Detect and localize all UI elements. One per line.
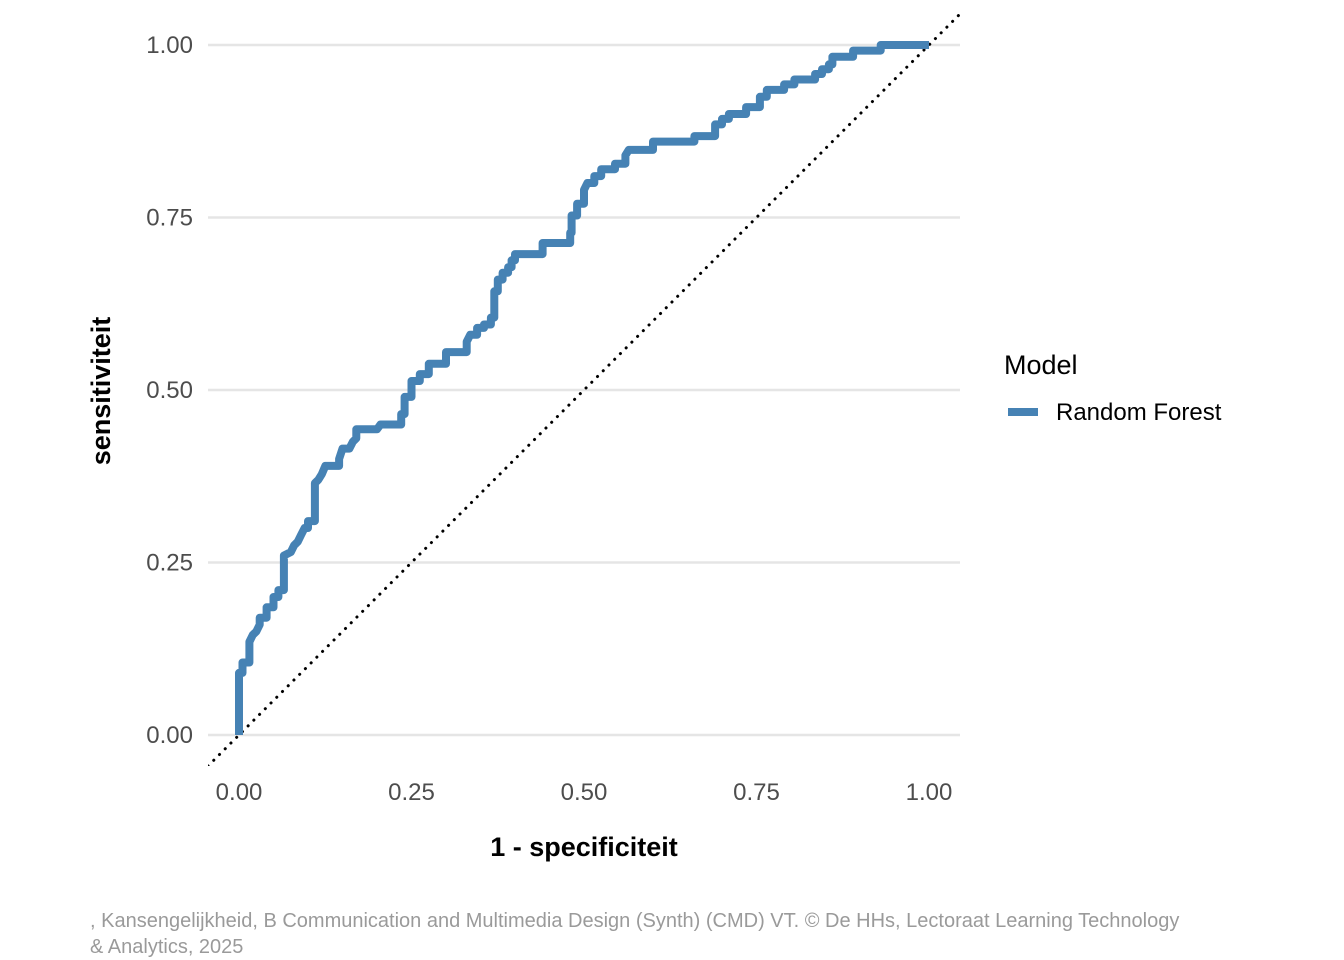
y-tick-label: 0.75 xyxy=(146,205,193,232)
legend: Model Random Forest xyxy=(1004,350,1222,426)
legend-label-random-forest: Random Forest xyxy=(1056,399,1222,426)
caption: , Kansengelijkheid, B Communication and … xyxy=(90,910,1180,958)
series-layer xyxy=(235,41,929,735)
x-tick-labels: 0.00 0.25 0.50 0.75 1.00 xyxy=(216,779,953,806)
x-tick-label: 0.00 xyxy=(216,779,263,806)
reference-diagonal xyxy=(208,14,960,766)
y-tick-label: 1.00 xyxy=(146,32,193,59)
y-tick-label: 0.50 xyxy=(146,377,193,404)
x-tick-label: 0.75 xyxy=(733,779,780,806)
y-tick-labels: 0.00 0.25 0.50 0.75 1.00 xyxy=(146,32,193,749)
x-tick-label: 1.00 xyxy=(906,779,953,806)
x-tick-label: 0.50 xyxy=(561,779,608,806)
series-line-0 xyxy=(235,41,929,735)
grid-lines xyxy=(208,43,960,737)
reference-line xyxy=(208,14,960,766)
y-tick-label: 0.00 xyxy=(146,722,193,749)
legend-title: Model xyxy=(1004,350,1078,380)
x-axis-title: 1 - specificiteit xyxy=(490,832,678,862)
y-tick-label: 0.25 xyxy=(146,549,193,576)
x-tick-label: 0.25 xyxy=(388,779,435,806)
roc-chart: 0.00 0.25 0.50 0.75 1.00 0.00 0.25 0.50 0.75 1.0… xyxy=(86,14,1222,862)
y-axis-title: sensitiviteit xyxy=(86,317,116,466)
